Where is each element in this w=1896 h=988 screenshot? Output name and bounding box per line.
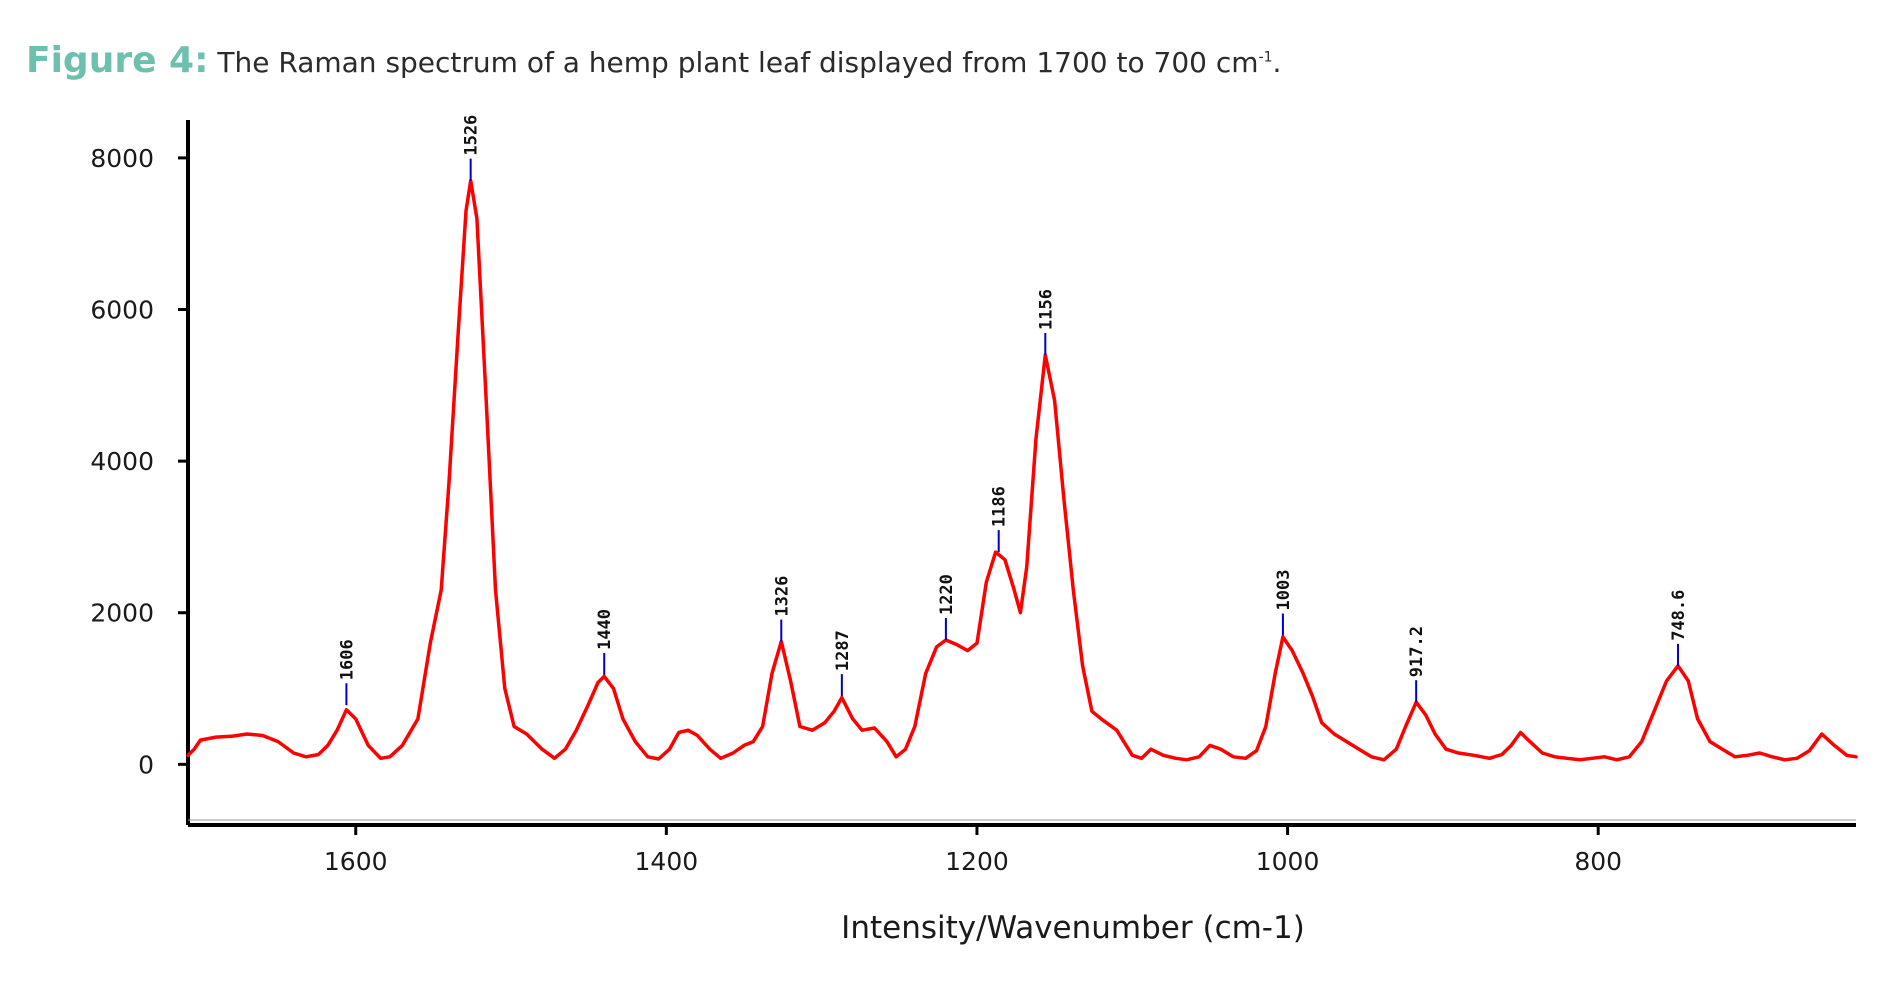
y-tick-label: 4000 [90,447,154,476]
caption-text: The Raman spectrum of a hemp plant leaf … [217,46,1259,79]
x-tick-label: 1000 [1256,847,1320,876]
caption-suffix: . [1272,46,1282,79]
figure-caption: Figure 4: The Raman spectrum of a hemp p… [26,40,1281,81]
x-tick-label: 1200 [945,847,1009,876]
figure-label: Figure 4: [26,40,209,81]
peak-markers: 1606 1526 1440 1326 1287 1220 1186 1156 1003 917.… [337,115,1689,706]
peak-label: 1526 [462,115,482,156]
caption-superscript: -1 [1258,49,1273,66]
peak-label: 1003 [1274,570,1294,611]
y-tick-label: 6000 [90,296,154,325]
peak-label: 1186 [990,486,1010,527]
y-tick-label: 0 [138,750,154,779]
peak-label: 1156 [1036,289,1056,330]
x-axis-ticks: 1600 1400 1200 1000 800 [324,825,1622,876]
peak-label: 1220 [937,574,957,615]
peak-label: 1440 [595,609,615,650]
x-axis-label: Intensity/Wavenumber (cm-1) [841,910,1305,946]
y-tick-label: 8000 [90,144,154,173]
x-tick-label: 800 [1574,847,1622,876]
peak-label: 1287 [833,630,853,671]
x-tick-label: 1400 [635,847,699,876]
x-tick-label: 1600 [324,847,388,876]
peak-label: 917.2 [1407,626,1427,677]
chart-axes [186,120,1856,827]
y-axis-ticks: 0 2000 4000 6000 8000 [90,144,188,779]
spectrum-line [186,178,1858,762]
peak-label: 1326 [772,576,792,617]
spectrum-series [186,178,1858,762]
peak-label: 748.6 [1669,590,1689,641]
peak-label: 1606 [337,639,357,680]
y-tick-label: 2000 [90,599,154,628]
